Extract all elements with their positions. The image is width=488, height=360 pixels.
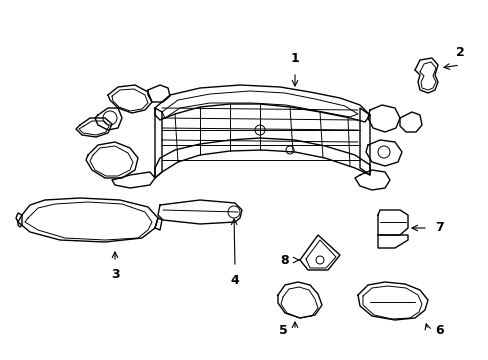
Text: 5: 5 xyxy=(278,324,287,337)
Text: 2: 2 xyxy=(455,45,464,58)
Text: 7: 7 xyxy=(435,221,444,234)
Text: 1: 1 xyxy=(290,51,299,64)
Text: 4: 4 xyxy=(230,274,239,287)
Text: 8: 8 xyxy=(280,253,289,266)
Text: 6: 6 xyxy=(435,324,444,337)
Text: 3: 3 xyxy=(110,269,119,282)
